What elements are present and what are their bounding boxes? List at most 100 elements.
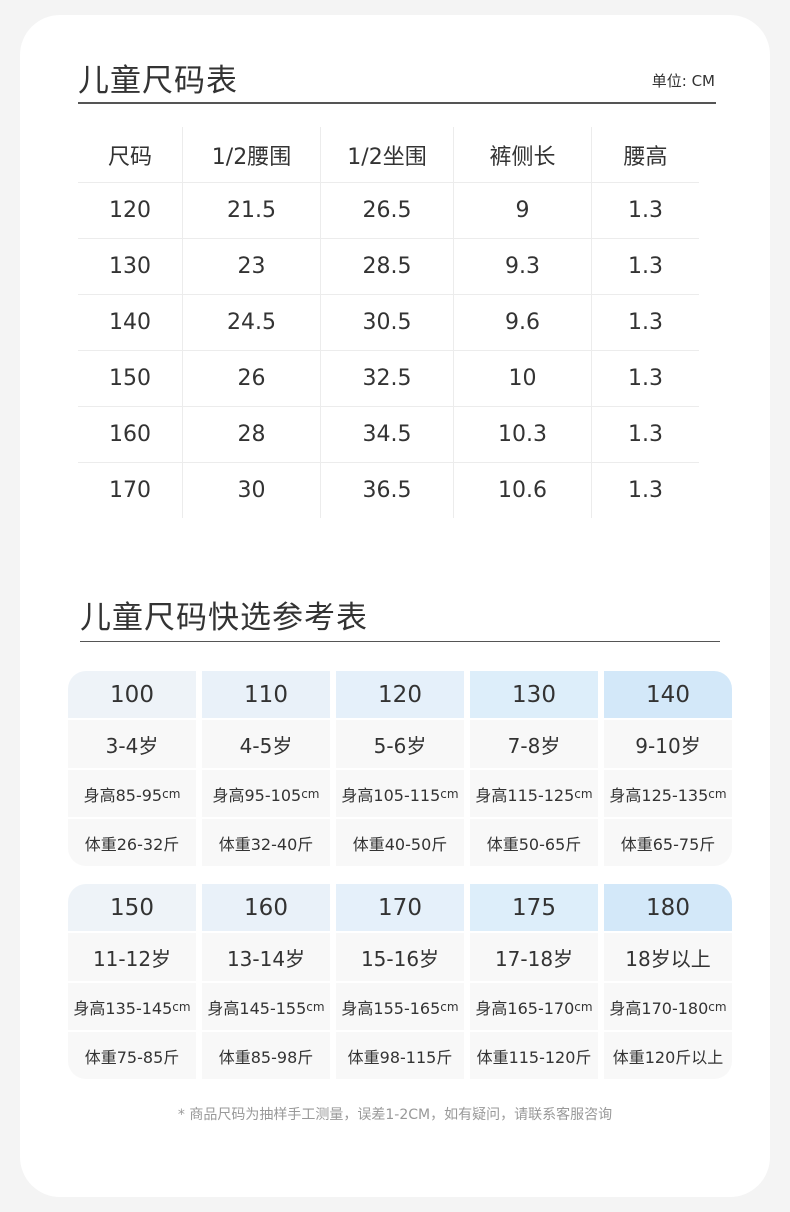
height-unit: cm	[301, 786, 320, 801]
column-header: 腰高	[591, 127, 699, 183]
height-cell: 身高165-170 cm	[470, 983, 598, 1030]
table-cell: 21.5	[182, 182, 321, 239]
table-cell: 1.3	[591, 238, 699, 295]
height-range: 身高155-165	[341, 998, 441, 1018]
size-header: 175	[470, 884, 598, 931]
height-unit: cm	[708, 786, 727, 801]
height-cell: 身高95-105 cm	[202, 770, 330, 817]
table-cell: 26.5	[320, 182, 454, 239]
table-cell: 30	[182, 462, 321, 518]
height-unit: cm	[440, 999, 459, 1014]
column-header: 尺码	[107, 144, 152, 170]
height-range: 身高115-125	[475, 785, 575, 805]
table-cell: 1.3	[591, 406, 699, 463]
table-cell: 10.6	[453, 462, 592, 518]
age-cell: 4-5岁	[202, 720, 330, 768]
quick-ref-title: 儿童尺码快选参考表	[80, 600, 368, 636]
table-cell: 120	[78, 182, 183, 239]
weight-cell: 体重75-85斤	[68, 1032, 196, 1079]
weight-cell: 体重50-65斤	[470, 819, 598, 866]
height-range: 身高135-145	[73, 998, 173, 1018]
size-header: 160	[202, 884, 330, 931]
height-unit: cm	[162, 786, 181, 801]
weight-cell: 体重32-40斤	[202, 819, 330, 866]
age-cell: 17-18岁	[470, 933, 598, 981]
table-cell: 9.3	[453, 238, 592, 295]
height-cell: 身高155-165 cm	[336, 983, 464, 1030]
size-header: 150	[68, 884, 196, 931]
height-cell: 身高115-125 cm	[470, 770, 598, 817]
table-cell: 34.5	[320, 406, 454, 463]
table-cell: 1.3	[591, 182, 699, 239]
height-cell: 身高170-180 cm	[604, 983, 732, 1030]
size-table: 尺码 1/2腰围 1/2坐围 裤侧长 腰高 120 21.5 26.5 9 1.3 130 23 28.…	[78, 127, 699, 518]
age-cell: 5-6岁	[336, 720, 464, 768]
table-cell: 28.5	[320, 238, 454, 295]
height-range: 身高105-115	[341, 785, 441, 805]
height-unit: cm	[306, 999, 325, 1014]
height-range: 身高125-135	[609, 785, 709, 805]
table-cell: 150	[78, 350, 183, 407]
age-cell: 18岁以上	[604, 933, 732, 981]
table-row: 140 24.5 30.5 9.6 1.3	[78, 294, 699, 351]
table-cell: 9	[453, 182, 592, 239]
height-unit: cm	[172, 999, 191, 1014]
table-row: 170 30 36.5 10.6 1.3	[78, 462, 699, 518]
height-unit: cm	[708, 999, 727, 1014]
height-cell: 身高135-145 cm	[68, 983, 196, 1030]
table-cell: 1.3	[591, 350, 699, 407]
weight-cell: 体重120斤以上	[604, 1032, 732, 1079]
table-cell: 23	[182, 238, 321, 295]
weight-cell: 体重26-32斤	[68, 819, 196, 866]
table-cell: 24.5	[182, 294, 321, 351]
table-cell: 28	[182, 406, 321, 463]
table-cell: 32.5	[320, 350, 454, 407]
measurement-note: * 商品尺码为抽样手工测量，误差1-2CM，如有疑问，请联系客服咨询	[177, 1107, 613, 1123]
table-cell: 170	[78, 462, 183, 518]
quick-ref-grid-2: 150 160 170 175 180 11-12岁 13-14岁 15-16岁 17-18岁 1…	[68, 884, 732, 1079]
height-unit: cm	[440, 786, 459, 801]
column-header: 1/2坐围	[320, 127, 454, 183]
height-cell: 身高85-95 cm	[68, 770, 196, 817]
column-header: 裤侧长	[453, 127, 592, 183]
table-row: 150 26 32.5 10 1.3	[78, 350, 699, 407]
table-cell: 1.3	[591, 462, 699, 518]
size-header: 180	[604, 884, 732, 931]
size-header: 130	[470, 671, 598, 718]
weight-cell: 体重115-120斤	[470, 1032, 598, 1079]
height-range: 身高145-155	[207, 998, 307, 1018]
weight-cell: 体重85-98斤	[202, 1032, 330, 1079]
table-row: 160 28 34.5 10.3 1.3	[78, 406, 699, 463]
height-range: 身高170-180	[609, 998, 709, 1018]
table-cell: 30.5	[320, 294, 454, 351]
height-cell: 身高145-155 cm	[202, 983, 330, 1030]
table-cell: 140	[78, 294, 183, 351]
height-cell: 身高125-135 cm	[604, 770, 732, 817]
quick-ref-divider	[80, 641, 720, 642]
height-unit: cm	[574, 786, 593, 801]
height-range: 身高95-105	[212, 785, 302, 805]
table-row: 120 21.5 26.5 9 1.3	[78, 182, 699, 239]
height-range: 身高85-95	[83, 785, 163, 805]
table-cell: 1.3	[591, 294, 699, 351]
table-header-row: 尺码 1/2腰围 1/2坐围 裤侧长 腰高	[78, 127, 699, 183]
age-cell: 15-16岁	[336, 933, 464, 981]
height-range: 身高165-170	[475, 998, 575, 1018]
weight-cell: 体重40-50斤	[336, 819, 464, 866]
size-header: 120	[336, 671, 464, 718]
title-divider	[78, 102, 716, 104]
age-cell: 7-8岁	[470, 720, 598, 768]
size-header: 170	[336, 884, 464, 931]
table-row: 130 23 28.5 9.3 1.3	[78, 238, 699, 295]
weight-cell: 体重98-115斤	[336, 1032, 464, 1079]
quick-ref-grid-1: 100 110 120 130 140 3-4岁 4-5岁 5-6岁 7-8岁 9-10岁 身高85…	[68, 671, 732, 866]
size-header: 110	[202, 671, 330, 718]
size-header: 100	[68, 671, 196, 718]
weight-cell: 体重65-75斤	[604, 819, 732, 866]
table-cell: 26	[182, 350, 321, 407]
age-cell: 13-14岁	[202, 933, 330, 981]
age-cell: 3-4岁	[68, 720, 196, 768]
table-cell: 10.3	[453, 406, 592, 463]
table-cell: 130	[78, 238, 183, 295]
size-header: 140	[604, 671, 732, 718]
